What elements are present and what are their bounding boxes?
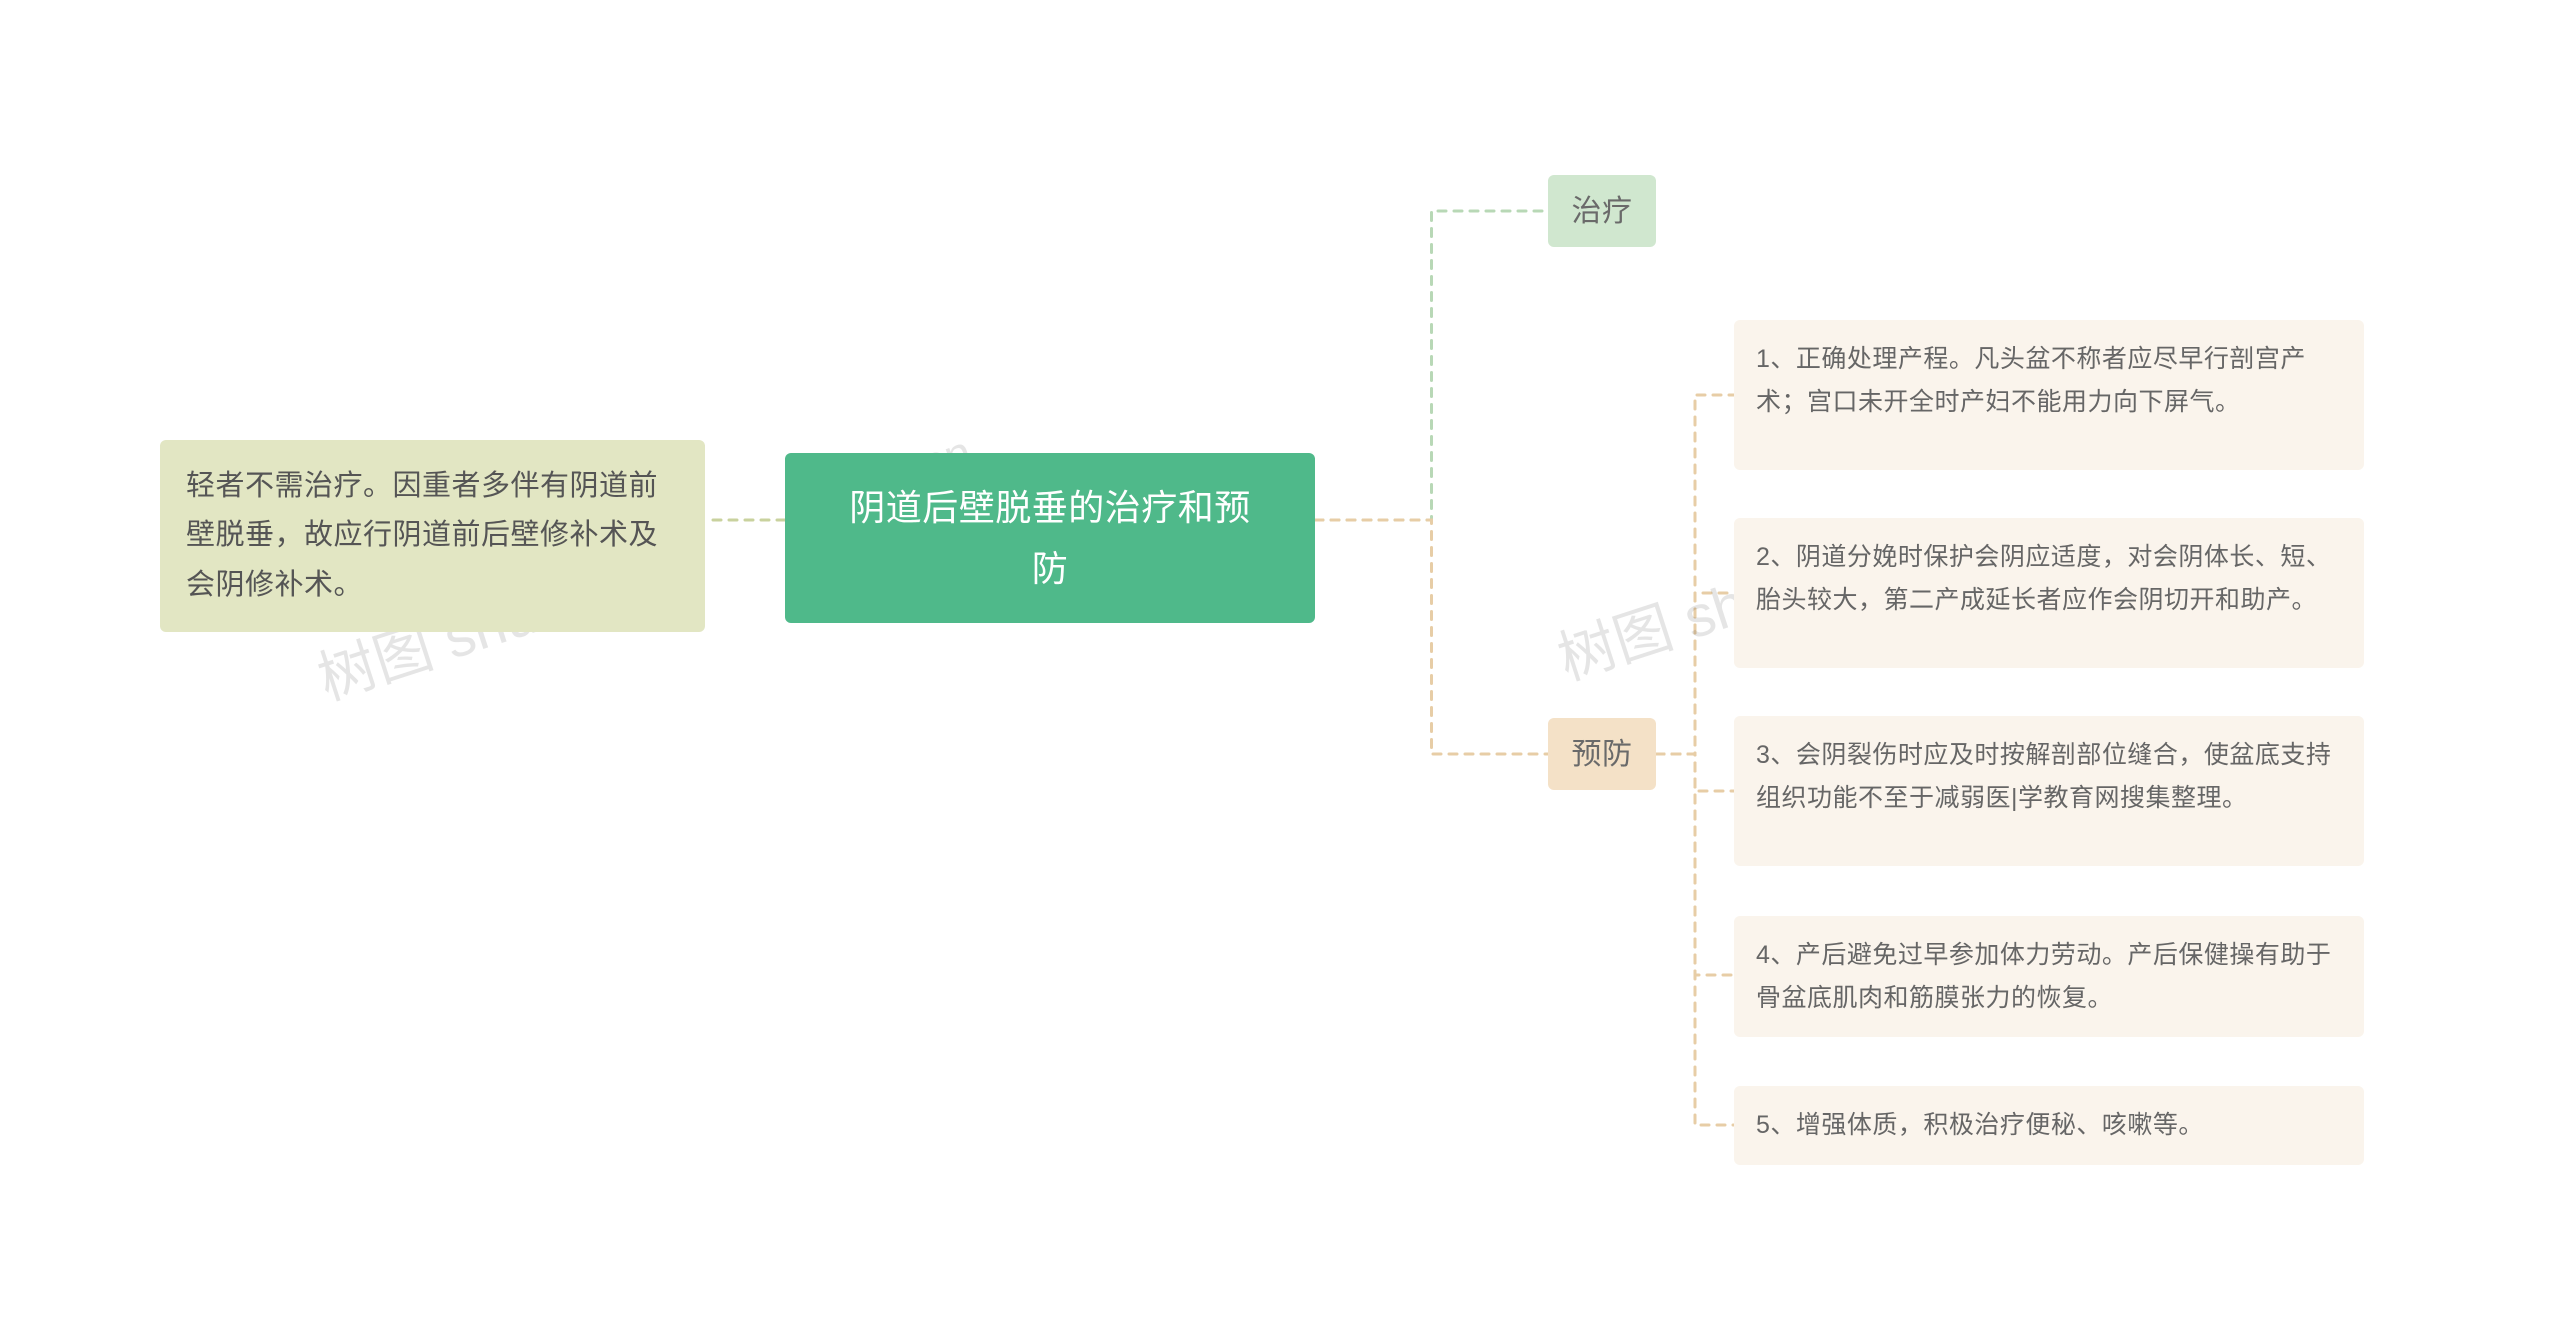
center-topic[interactable]: 阴道后壁脱垂的治疗和预防 <box>785 453 1315 623</box>
leaf-text: 5、增强体质，积极治疗便秘、咳嗽等。 <box>1756 1111 2204 1139</box>
leaf-node[interactable]: 3、会阴裂伤时应及时按解剖部位缝合，使盆底支持组织功能不至于减弱医|学教育网搜集… <box>1734 716 2364 866</box>
leaf-node[interactable]: 5、增强体质，积极治疗便秘、咳嗽等。 <box>1734 1086 2364 1165</box>
leaf-node[interactable]: 2、阴道分娩时保护会阴应适度，对会阴体长、短、胎头较大，第二产成延长者应作会阴切… <box>1734 518 2364 668</box>
leaf-node[interactable]: 1、正确处理产程。凡头盆不称者应尽早行剖宫产术；宫口未开全时产妇不能用力向下屏气… <box>1734 320 2364 470</box>
branch-node[interactable]: 预防 <box>1548 718 1656 790</box>
leaf-node[interactable]: 4、产后避免过早参加体力劳动。产后保健操有助于骨盆底肌肉和筋膜张力的恢复。 <box>1734 916 2364 1037</box>
center-topic-text: 阴道后壁脱垂的治疗和预防 <box>833 477 1267 599</box>
branch-label: 治疗 <box>1572 186 1633 237</box>
left-leaf-node[interactable]: 轻者不需治疗。因重者多伴有阴道前壁脱垂，故应行阴道前后壁修补术及会阴修补术。 <box>160 440 705 632</box>
branch-node[interactable]: 治疗 <box>1548 175 1656 247</box>
leaf-text: 1、正确处理产程。凡头盆不称者应尽早行剖宫产术；宫口未开全时产妇不能用力向下屏气… <box>1756 345 2306 416</box>
leaf-text: 3、会阴裂伤时应及时按解剖部位缝合，使盆底支持组织功能不至于减弱医|学教育网搜集… <box>1756 741 2331 812</box>
branch-label: 预防 <box>1572 729 1633 780</box>
leaf-text: 4、产后避免过早参加体力劳动。产后保健操有助于骨盆底肌肉和筋膜张力的恢复。 <box>1756 941 2331 1012</box>
left-leaf-text: 轻者不需治疗。因重者多伴有阴道前壁脱垂，故应行阴道前后壁修补术及会阴修补术。 <box>186 470 658 601</box>
leaf-text: 2、阴道分娩时保护会阴应适度，对会阴体长、短、胎头较大，第二产成延长者应作会阴切… <box>1756 543 2331 614</box>
